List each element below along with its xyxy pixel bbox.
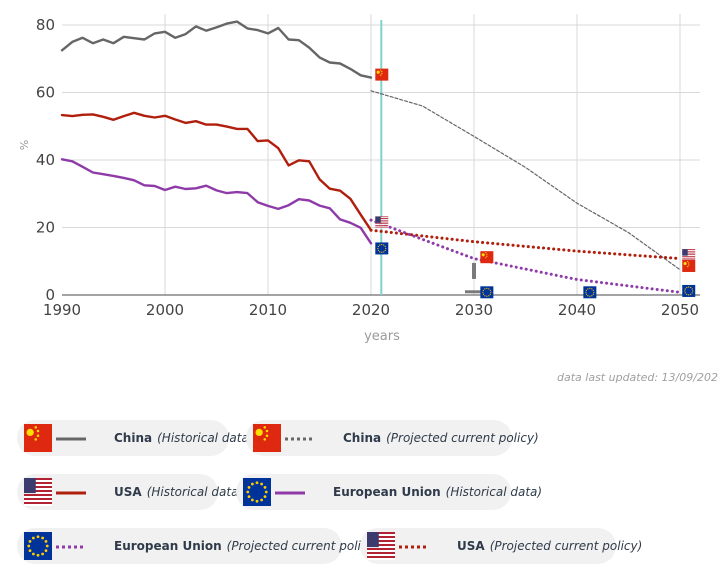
legend-item[interactable]: European Union (Historical data) bbox=[236, 474, 542, 510]
eu-flag-icon bbox=[583, 286, 597, 299]
eu-flag-icon bbox=[243, 478, 271, 506]
legend-swatch bbox=[367, 532, 429, 560]
legend-series-name: USA bbox=[457, 539, 485, 553]
china-projected-line bbox=[370, 90, 681, 271]
usa-flag-icon bbox=[24, 478, 52, 506]
legend-series-type: (Projected current policy) bbox=[226, 539, 380, 553]
legend-series-name: China bbox=[343, 431, 382, 445]
legend-series-type: (Projected current policy) bbox=[386, 431, 539, 445]
eu-flag-icon bbox=[480, 286, 494, 299]
usa-flag-icon bbox=[682, 249, 696, 262]
x-tick-label: 2000 bbox=[146, 301, 184, 319]
legend-item[interactable]: USA (Historical data) bbox=[17, 474, 243, 510]
china-flag-icon bbox=[253, 424, 281, 452]
usa-historical-line bbox=[60, 111, 373, 232]
legend-series-type: (Historical data) bbox=[157, 431, 254, 445]
x-tick-label: 2010 bbox=[249, 301, 287, 319]
eu-flag-icon bbox=[682, 284, 696, 297]
china-flag-icon bbox=[375, 68, 389, 81]
china-flag-icon bbox=[480, 251, 494, 264]
european-union-projected-line bbox=[369, 218, 682, 294]
range-glyph-base bbox=[465, 290, 483, 294]
x-tick-label: 2050 bbox=[661, 301, 699, 319]
china-flag-icon bbox=[24, 424, 52, 452]
legend-swatch bbox=[243, 478, 305, 506]
y-tick-label: 0 bbox=[45, 286, 55, 304]
legend-item[interactable]: European Union (Projected current policy) bbox=[17, 528, 379, 564]
legend-item[interactable]: USA (Projected current policy) bbox=[360, 528, 642, 564]
legend-swatch bbox=[24, 532, 86, 560]
legend-series-name: USA bbox=[114, 485, 142, 499]
y-tick-label: 40 bbox=[36, 151, 55, 169]
european-union-historical-line bbox=[60, 158, 373, 245]
china-flag-icon bbox=[682, 259, 696, 272]
legend-series-name: European Union bbox=[114, 539, 222, 553]
china-historical-line bbox=[60, 20, 373, 79]
data-updated-note: data last updated: 13/09/2022 bbox=[557, 371, 718, 384]
legend-swatch bbox=[24, 478, 86, 506]
range-glyph bbox=[472, 262, 476, 279]
y-axis-title: % bbox=[18, 140, 31, 150]
eu-flag-icon bbox=[375, 242, 389, 255]
eu-flag-icon bbox=[24, 532, 52, 560]
x-tick-label: 2030 bbox=[455, 301, 493, 319]
y-tick-label: 20 bbox=[36, 219, 55, 237]
y-tick-label: 60 bbox=[36, 84, 55, 102]
legend-series-name: China bbox=[114, 431, 153, 445]
legend-swatch bbox=[24, 424, 86, 452]
legend-swatch bbox=[253, 424, 315, 452]
legend-series-type: (Projected current policy) bbox=[489, 539, 643, 553]
x-tick-label: 2040 bbox=[558, 301, 596, 319]
legend-series-type: (Historical data) bbox=[445, 485, 543, 499]
usa-flag-icon bbox=[375, 216, 389, 229]
usa-flag-icon bbox=[367, 532, 395, 560]
usa-projected-line bbox=[369, 228, 682, 261]
legend-item[interactable]: China (Projected current policy) bbox=[246, 420, 539, 456]
legend-item[interactable]: China (Historical data) bbox=[17, 420, 254, 456]
y-tick-label: 80 bbox=[36, 16, 55, 34]
x-tick-label: 2020 bbox=[352, 301, 390, 319]
x-tick-label: 1990 bbox=[43, 301, 81, 319]
x-axis-title: years bbox=[364, 329, 400, 344]
legend-series-type: (Historical data) bbox=[146, 485, 244, 499]
legend-series-name: European Union bbox=[333, 485, 441, 499]
